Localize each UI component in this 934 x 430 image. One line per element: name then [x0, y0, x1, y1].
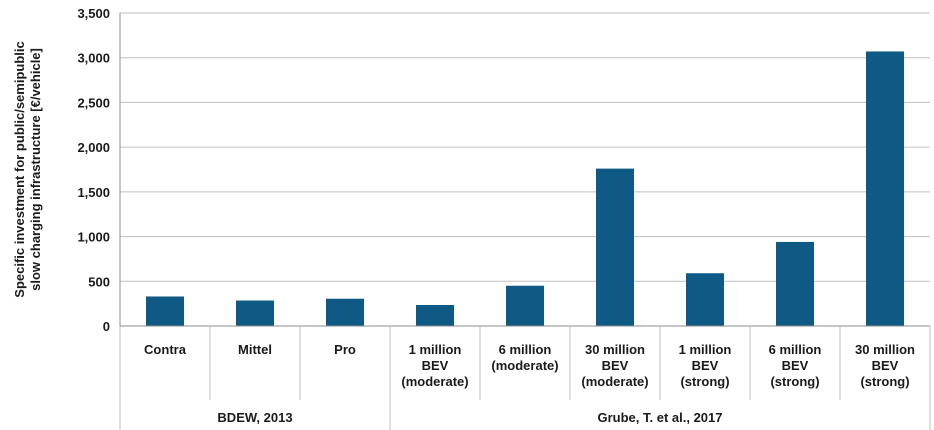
- axes: [119, 13, 930, 327]
- x-category-label: Contra: [144, 342, 187, 357]
- bar: [146, 296, 184, 326]
- x-category-label: 6 million: [499, 342, 552, 357]
- x-category-label: (moderate): [581, 374, 648, 389]
- bar: [416, 304, 454, 326]
- x-category-label: 30 million: [585, 342, 645, 357]
- x-category-label: 6 million: [769, 342, 822, 357]
- y-tick-label: 1,500: [77, 185, 110, 200]
- y-tick-label: 1,000: [77, 230, 110, 245]
- bar: [686, 273, 724, 326]
- x-category-label: 1 million: [409, 342, 462, 357]
- x-category-label: BEV: [872, 358, 899, 373]
- x-category-label: BEV: [602, 358, 629, 373]
- y-axis-label-line: Specific investment for public/semipubli…: [12, 41, 27, 297]
- gridlines: [120, 12, 930, 282]
- bar: [506, 285, 544, 326]
- x-category-label: 30 million: [855, 342, 915, 357]
- bar: [776, 241, 814, 326]
- x-category-label: 1 million: [679, 342, 732, 357]
- x-axis-groups: BDEW, 2013 Grube, T. et al., 2017: [119, 400, 931, 430]
- x-group-label: BDEW, 2013: [217, 410, 292, 425]
- x-category-label: (strong): [770, 374, 819, 389]
- x-category-label: Pro: [334, 342, 356, 357]
- y-axis-ticks: 0 500 1,000 1,500 2,000 2,500 3,000 3,500: [77, 6, 110, 334]
- y-tick-label: 2,500: [77, 95, 110, 110]
- bars: [146, 51, 904, 326]
- bar: [326, 298, 364, 326]
- y-tick-label: 3,500: [77, 6, 110, 21]
- bar: [236, 300, 274, 326]
- x-group-label: Grube, T. et al., 2017: [598, 410, 723, 425]
- y-axis-label-line: slow charging infrastructure [€/vehicle]: [28, 48, 43, 291]
- x-category-label: Mittel: [238, 342, 272, 357]
- x-category-label: BEV: [422, 358, 449, 373]
- x-category-label: (strong): [680, 374, 729, 389]
- y-tick-label: 0: [103, 319, 110, 334]
- x-category-label: (moderate): [491, 358, 558, 373]
- x-category-label: (moderate): [401, 374, 468, 389]
- y-tick-label: 2,000: [77, 140, 110, 155]
- y-tick-label: 500: [88, 274, 110, 289]
- bar: [866, 51, 904, 326]
- bar: [596, 168, 634, 326]
- y-tick-label: 3,000: [77, 51, 110, 66]
- x-category-label: BEV: [692, 358, 719, 373]
- x-category-label: BEV: [782, 358, 809, 373]
- y-axis-label: Specific investment for public/semipubli…: [12, 41, 43, 297]
- x-category-label: (strong): [860, 374, 909, 389]
